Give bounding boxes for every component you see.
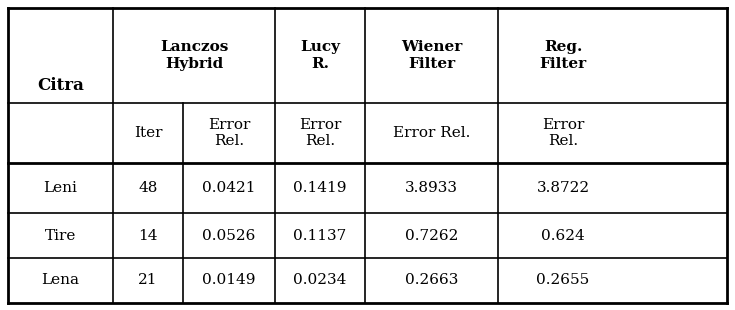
- Text: Lanczos
Hybrid: Lanczos Hybrid: [159, 40, 228, 71]
- Text: 0.7262: 0.7262: [405, 228, 458, 242]
- Text: Error
Rel.: Error Rel.: [299, 118, 341, 148]
- Text: Error Rel.: Error Rel.: [392, 126, 470, 140]
- Text: Error
Rel.: Error Rel.: [208, 118, 250, 148]
- Text: 48: 48: [138, 181, 158, 195]
- Text: 0.0234: 0.0234: [293, 273, 347, 287]
- Text: 0.1137: 0.1137: [293, 228, 347, 242]
- Text: Wiener
Filter: Wiener Filter: [401, 40, 462, 71]
- Text: Citra: Citra: [37, 77, 84, 94]
- Text: 0.2655: 0.2655: [537, 273, 589, 287]
- Text: 0.0526: 0.0526: [202, 228, 256, 242]
- Text: 0.2663: 0.2663: [405, 273, 458, 287]
- Text: 14: 14: [138, 228, 158, 242]
- Text: 0.0149: 0.0149: [202, 273, 256, 287]
- Text: 3.8933: 3.8933: [405, 181, 458, 195]
- Text: Error
Rel.: Error Rel.: [542, 118, 584, 148]
- Text: Leni: Leni: [43, 181, 77, 195]
- Text: Lucy
R.: Lucy R.: [300, 40, 340, 71]
- Text: Lena: Lena: [41, 273, 79, 287]
- Text: Reg.
Filter: Reg. Filter: [539, 40, 587, 71]
- Text: Iter: Iter: [134, 126, 162, 140]
- Text: 21: 21: [138, 273, 158, 287]
- Text: Tire: Tire: [45, 228, 76, 242]
- Text: 0.0421: 0.0421: [202, 181, 256, 195]
- Text: 3.8722: 3.8722: [537, 181, 589, 195]
- Text: 0.624: 0.624: [541, 228, 585, 242]
- Text: 0.1419: 0.1419: [293, 181, 347, 195]
